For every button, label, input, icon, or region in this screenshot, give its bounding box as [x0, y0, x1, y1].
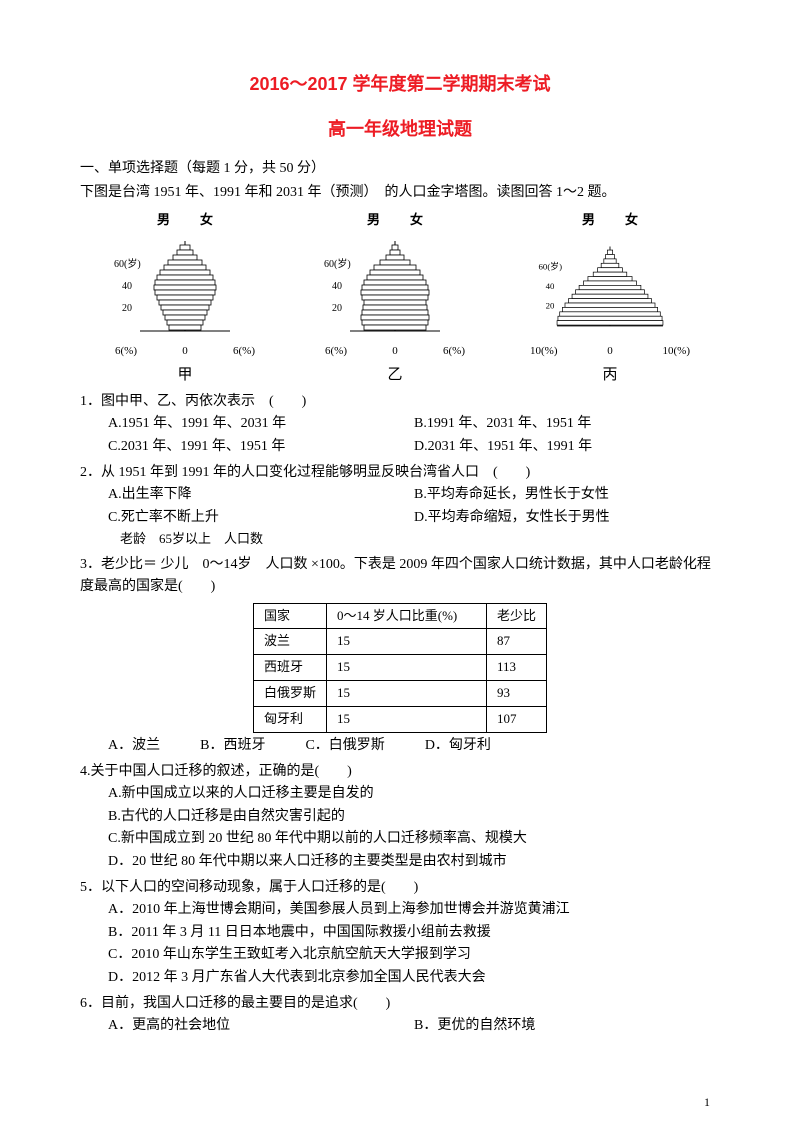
q4: 4.关于中国人口迁移的叙述，正确的是( ) A.新中国成立以来的人口迁移主要是自…: [80, 761, 720, 873]
q5-c: C．2010 年山东学生王致虹考入北京航空航天大学报到学习: [80, 944, 720, 966]
axis-right: 10(%): [663, 343, 691, 361]
q2-c: C.死亡率不断上升: [108, 507, 414, 529]
q3-formula-top: 老龄 65岁以上 人口数: [80, 529, 720, 550]
q6-stem: 6．目前，我国人口迁移的最主要目的是追求( ): [80, 993, 720, 1015]
axis-mid: 0: [182, 343, 188, 361]
table-cell: 15: [327, 681, 487, 707]
q1-b: B.1991 年、2031 年、1951 年: [414, 413, 720, 435]
axis-right: 6(%): [233, 343, 255, 361]
q6-a: A．更高的社会地位: [108, 1015, 414, 1037]
q1-a: A.1951 年、1991 年、2031 年: [108, 413, 414, 435]
svg-text:60(岁): 60(岁): [539, 261, 563, 272]
y40: 40: [122, 281, 132, 292]
pyramid-a-name: 甲: [177, 363, 192, 387]
pyramid-b-svg: 60(岁) 40 20: [320, 233, 470, 343]
sub-title: 高一年级地理试题: [80, 115, 720, 144]
label-female: 女: [625, 210, 638, 231]
q3-b: B．西班牙: [200, 735, 265, 757]
axis-left: 10(%): [530, 343, 558, 361]
q4-c: C.新中国成立到 20 世纪 80 年代中期以前的人口迁移频率高、规模大: [80, 828, 720, 850]
svg-text:40: 40: [546, 281, 555, 291]
table-cell: 107: [487, 706, 547, 732]
th-country: 国家: [253, 603, 326, 629]
pyramid-b: 男 女 60(岁) 40 20: [320, 210, 470, 386]
q1: 1．图中甲、乙、丙依次表示 ( ) A.1951 年、1991 年、2031 年…: [80, 391, 720, 458]
svg-text:20: 20: [546, 300, 555, 310]
q2: 2．从 1951 年到 1991 年的人口变化过程能够明显反映台湾省人口 ( )…: [80, 462, 720, 529]
pyramid-row: 男 女 60(岁) 40 20: [80, 210, 720, 386]
table-cell: 15: [327, 629, 487, 655]
q3-stem: 3．老少比＝ 少儿 0～14岁 人口数 ×100。下表是 2009 年四个国家人…: [80, 554, 720, 599]
section-heading: 一、单项选择题（每题 1 分，共 50 分）: [80, 158, 720, 180]
axis-left: 6(%): [325, 343, 347, 361]
axis-right: 6(%): [443, 343, 465, 361]
q3-d: D．匈牙利: [425, 735, 491, 757]
q6-b: B．更优的自然环境: [414, 1015, 720, 1037]
q5-d: D．2012 年 3 月广东省人大代表到北京参加全国人民代表大会: [80, 967, 720, 989]
label-female: 女: [200, 210, 213, 231]
svg-text:20: 20: [332, 303, 342, 314]
q4-b: B.古代的人口迁移是由自然灾害引起的: [80, 806, 720, 828]
pyramid-c: 男 女 60(岁) 40 20: [530, 210, 690, 386]
pyramid-a: 男 女 60(岁) 40 20: [110, 210, 260, 386]
q5-b: B．2011 年 3 月 11 日日本地震中，中国国际救援小组前去救援: [80, 922, 720, 944]
axis-mid: 0: [607, 343, 613, 361]
q4-stem: 4.关于中国人口迁移的叙述，正确的是( ): [80, 761, 720, 783]
table-cell: 波兰: [253, 629, 326, 655]
label-male: 男: [582, 210, 595, 231]
pyramid-c-name: 丙: [602, 363, 617, 387]
label-male: 男: [157, 210, 170, 231]
q6: 6．目前，我国人口迁移的最主要目的是追求( ) A．更高的社会地位 B．更优的自…: [80, 993, 720, 1038]
pyramid-a-svg: 60(岁) 40 20: [110, 233, 260, 343]
page-number: 1: [704, 1093, 710, 1112]
table-cell: 白俄罗斯: [253, 681, 326, 707]
table-cell: 93: [487, 681, 547, 707]
q1-d: D.2031 年、1951 年、1991 年: [414, 436, 720, 458]
th-old: 老少比: [487, 603, 547, 629]
q2-stem: 2．从 1951 年到 1991 年的人口变化过程能够明显反映台湾省人口 ( ): [80, 462, 720, 484]
table-cell: 87: [487, 629, 547, 655]
label-female: 女: [410, 210, 423, 231]
axis-left: 6(%): [115, 343, 137, 361]
label-male: 男: [367, 210, 380, 231]
svg-text:60(岁): 60(岁): [324, 257, 351, 270]
q5-a: A．2010 年上海世博会期间，美国参展人员到上海参加世博会并游览黄浦江: [80, 899, 720, 921]
table-cell: 西班牙: [253, 655, 326, 681]
q3-a: A．波兰: [108, 735, 160, 757]
q2-a: A.出生率下降: [108, 484, 414, 506]
th-ratio: 0～14 岁人口比重(%): [327, 603, 487, 629]
q4-a: A.新中国成立以来的人口迁移主要是自发的: [80, 783, 720, 805]
q2-b: B.平均寿命延长，男性长于女性: [414, 484, 720, 506]
table-cell: 匈牙利: [253, 706, 326, 732]
axis-mid: 0: [392, 343, 398, 361]
q3-c: C．白俄罗斯: [305, 735, 384, 757]
y20: 20: [122, 303, 132, 314]
svg-text:40: 40: [332, 281, 342, 292]
main-title: 2016～2017 学年度第二学期期末考试: [80, 70, 720, 99]
table-cell: 15: [327, 706, 487, 732]
intro-text: 下图是台湾 1951 年、1991 年和 2031 年（预测） 的人口金字塔图。…: [80, 182, 720, 204]
q1-stem: 1．图中甲、乙、丙依次表示 ( ): [80, 391, 720, 413]
q4-d: D．20 世纪 80 年代中期以来人口迁移的主要类型是由农村到城市: [80, 851, 720, 873]
table-cell: 113: [487, 655, 547, 681]
q5: 5．以下人口的空间移动现象，属于人口迁移的是( ) A．2010 年上海世博会期…: [80, 877, 720, 989]
y60: 60(岁): [114, 257, 141, 270]
pyramid-b-name: 乙: [387, 363, 402, 387]
pyramid-c-svg: 60(岁) 40 20: [535, 233, 685, 343]
table-cell: 15: [327, 655, 487, 681]
q3: 3．老少比＝ 少儿 0～14岁 人口数 ×100。下表是 2009 年四个国家人…: [80, 554, 720, 757]
q3-table: 国家 0～14 岁人口比重(%) 老少比 波兰1587 西班牙15113 白俄罗…: [253, 603, 547, 733]
q1-c: C.2031 年、1991 年、1951 年: [108, 436, 414, 458]
q5-stem: 5．以下人口的空间移动现象，属于人口迁移的是( ): [80, 877, 720, 899]
q2-d: D.平均寿命缩短，女性长于男性: [414, 507, 720, 529]
